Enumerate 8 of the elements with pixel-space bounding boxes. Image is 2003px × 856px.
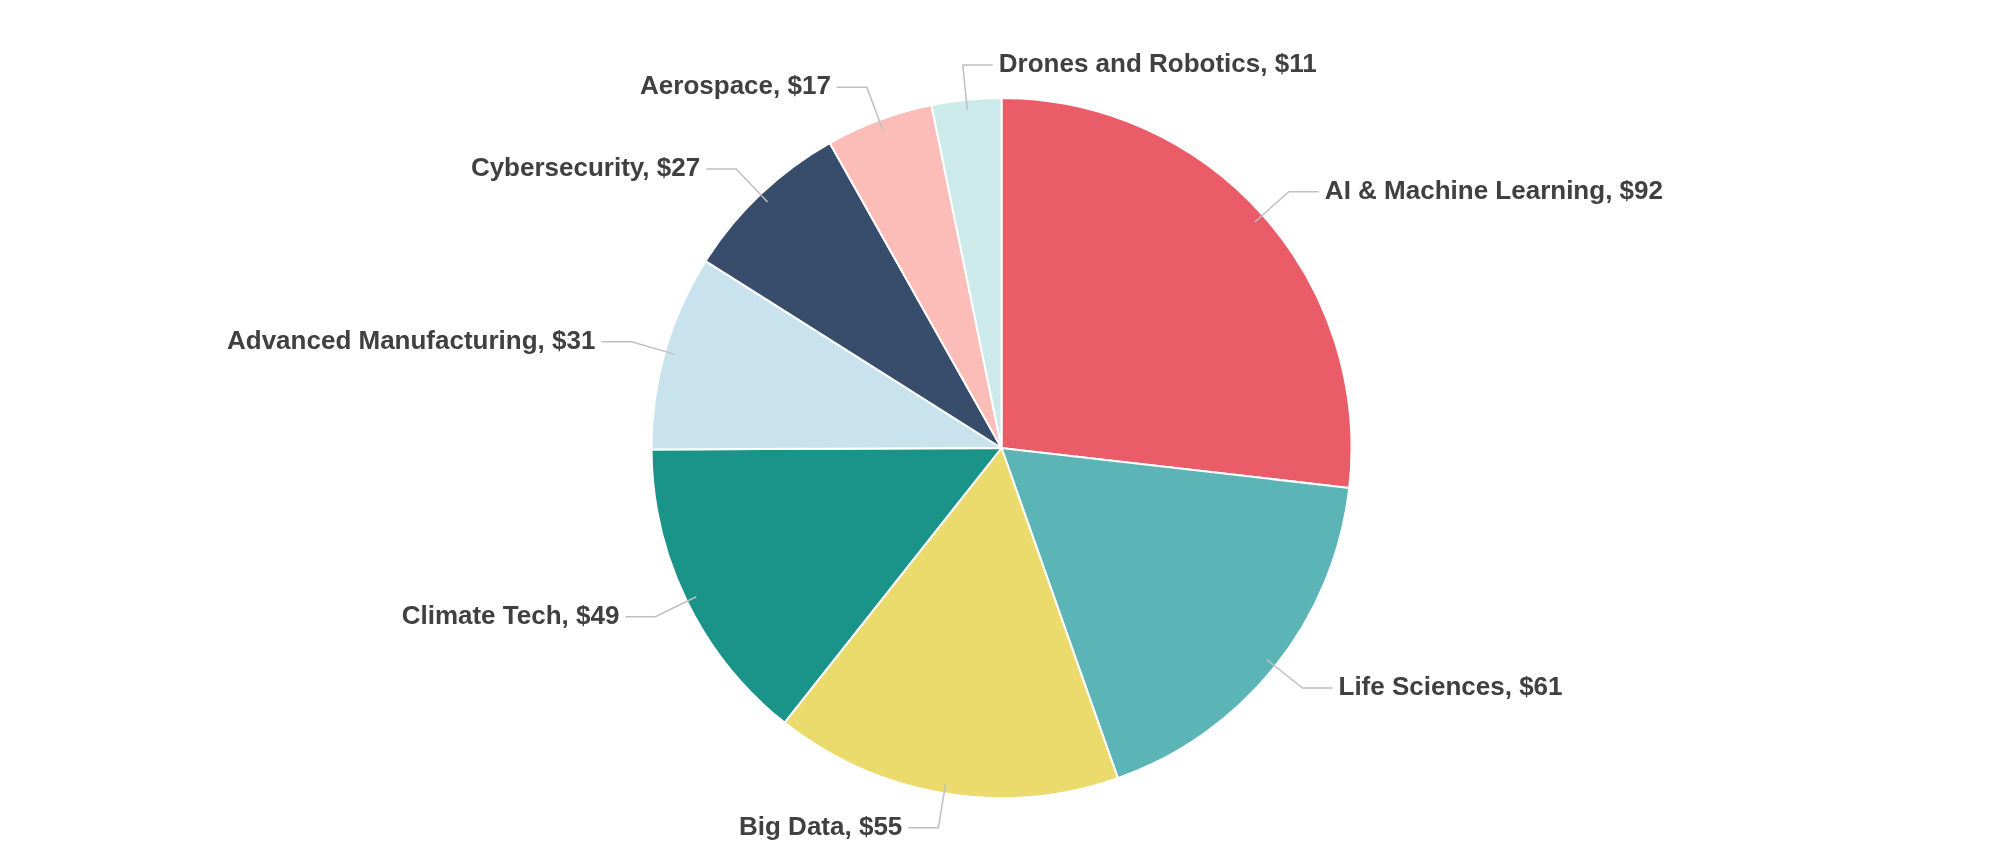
slice-label: Aerospace, $17 bbox=[640, 70, 831, 101]
slice-label: Advanced Manufacturing, $31 bbox=[227, 325, 596, 356]
slice-label: AI & Machine Learning, $92 bbox=[1324, 174, 1663, 205]
slice-label: Life Sciences, $61 bbox=[1338, 671, 1563, 702]
slice-label: Big Data, $55 bbox=[739, 810, 903, 841]
slice-label: Climate Tech, $49 bbox=[401, 599, 620, 630]
slice-label: Cybersecurity, $27 bbox=[470, 152, 701, 183]
slice-label: Drones and Robotics, $11 bbox=[998, 48, 1317, 79]
